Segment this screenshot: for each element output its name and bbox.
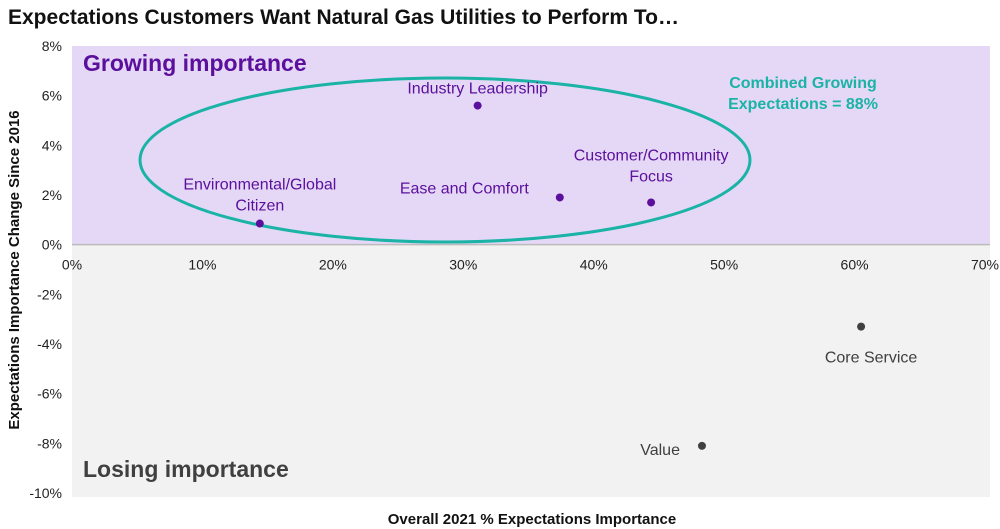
data-point bbox=[697, 441, 706, 450]
x-tick-label: 20% bbox=[319, 257, 347, 273]
y-tick-label: 6% bbox=[42, 88, 62, 104]
y-tick-label: -8% bbox=[37, 435, 62, 451]
data-point-label: Citizen bbox=[235, 198, 284, 215]
data-point-label: Ease and Comfort bbox=[400, 180, 530, 197]
annotation-line-2: Expectations = 88% bbox=[728, 96, 878, 113]
y-tick-label: 0% bbox=[42, 237, 62, 253]
data-point bbox=[255, 219, 264, 228]
y-axis-label: Expectations Importance Change Since 201… bbox=[6, 110, 23, 429]
x-tick-label: 10% bbox=[188, 257, 216, 273]
losing-importance-label: Losing importance bbox=[83, 456, 289, 482]
data-point bbox=[857, 322, 866, 331]
y-tick-label: 4% bbox=[42, 137, 62, 153]
x-tick-label: 0% bbox=[62, 257, 82, 273]
y-tick-label: -10% bbox=[29, 485, 62, 501]
losing-region bbox=[72, 244, 990, 497]
y-tick-label: -4% bbox=[37, 336, 62, 352]
y-tick-label: -6% bbox=[37, 386, 62, 402]
data-point-label: Focus bbox=[629, 168, 673, 185]
y-tick-label: 2% bbox=[42, 187, 62, 203]
growing-region bbox=[72, 46, 990, 245]
x-tick-label: 50% bbox=[710, 257, 738, 273]
x-tick-label: 30% bbox=[449, 257, 477, 273]
data-point bbox=[473, 101, 482, 110]
data-point-label: Customer/Community bbox=[574, 147, 729, 164]
data-point-label: Industry Leadership bbox=[407, 81, 548, 98]
data-point-label: Value bbox=[640, 442, 680, 459]
growing-expectations-ellipse bbox=[138, 76, 752, 244]
growing-importance-label: Growing importance bbox=[83, 50, 307, 76]
y-tick-label: -2% bbox=[37, 286, 62, 302]
data-point bbox=[647, 198, 656, 207]
data-point-label: Environmental/Global bbox=[183, 177, 336, 194]
chart-title: Expectations Customers Want Natural Gas … bbox=[8, 6, 679, 29]
data-point bbox=[555, 193, 564, 202]
y-tick-label: 8% bbox=[42, 38, 62, 54]
x-tick-label: 40% bbox=[580, 257, 608, 273]
x-tick-label: 70% bbox=[971, 257, 999, 273]
x-axis-label: Overall 2021 % Expectations Importance bbox=[388, 511, 676, 528]
data-point-label: Core Service bbox=[825, 350, 918, 367]
x-tick-label: 60% bbox=[841, 257, 869, 273]
annotation-line-1: Combined Growing bbox=[729, 75, 877, 92]
